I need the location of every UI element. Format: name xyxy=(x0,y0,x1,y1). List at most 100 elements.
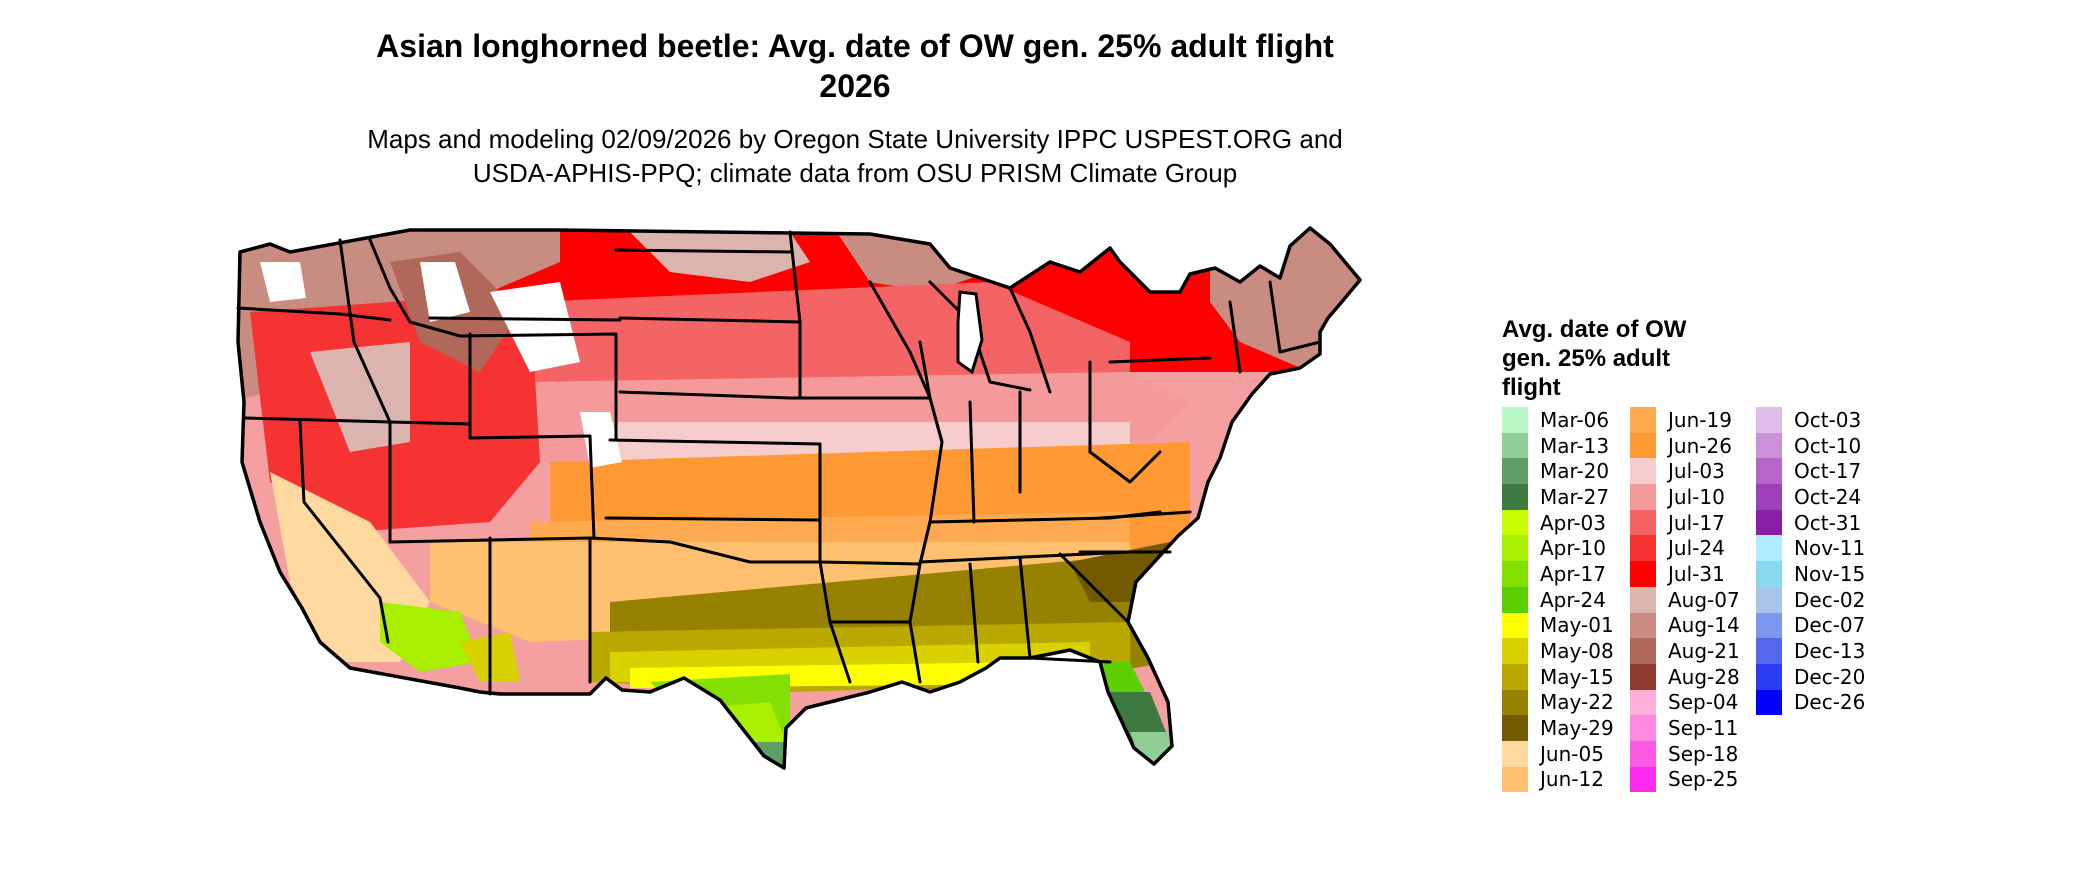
legend-label: Dec-26 xyxy=(1794,690,1866,715)
legend-item: May-01 xyxy=(1502,612,1614,639)
legend-item: Nov-15 xyxy=(1756,561,1865,587)
boundary-ga-sc xyxy=(1058,552,1130,624)
legend-title-line-1: Avg. date of OW xyxy=(1502,316,1687,343)
legend-item: Jun-05 xyxy=(1502,740,1614,767)
legend-item: May-15 xyxy=(1502,663,1614,690)
zone-high-elevation-1 xyxy=(490,282,580,372)
legend-label: Aug-21 xyxy=(1668,639,1740,664)
legend-swatch xyxy=(1630,458,1656,485)
legend-swatch xyxy=(1630,766,1656,793)
legend-label: Oct-17 xyxy=(1794,459,1862,484)
legend-item: Dec-26 xyxy=(1756,689,1866,716)
legend-item: Jun-26 xyxy=(1630,432,1740,459)
legend-item: Sep-18 xyxy=(1630,740,1740,767)
legend-label: Jul-03 xyxy=(1668,459,1725,484)
legend-label: Dec-20 xyxy=(1794,664,1866,689)
map-subtitle: Maps and modeling 02/09/2026 by Oregon S… xyxy=(200,122,1510,190)
legend-label: Mar-27 xyxy=(1540,484,1610,509)
legend-swatch xyxy=(1630,638,1656,664)
legend-swatch xyxy=(1502,432,1528,459)
boundary-michigan-lake xyxy=(928,280,1032,392)
legend-label: Mar-13 xyxy=(1540,433,1610,458)
legend-label: Jun-12 xyxy=(1540,767,1604,792)
legend-item: Mar-27 xyxy=(1502,484,1614,510)
us-phenology-map xyxy=(236,226,1362,770)
legend-item: Mar-06 xyxy=(1502,407,1614,433)
legend-item: Dec-07 xyxy=(1756,612,1865,639)
legend-label: May-15 xyxy=(1540,664,1614,689)
legend-item: Sep-04 xyxy=(1630,689,1740,716)
legend-swatch xyxy=(1502,740,1528,767)
boundary-wyoming xyxy=(458,332,618,442)
legend-swatch xyxy=(1630,689,1656,716)
boundary-wa-or xyxy=(236,306,392,322)
map-title: Asian longhorned beetle: Avg. date of OW… xyxy=(200,26,1510,106)
legend-label: Oct-24 xyxy=(1794,484,1862,509)
legend-item: Aug-28 xyxy=(1630,663,1740,690)
legend-label: May-22 xyxy=(1540,690,1614,715)
legend-title-line-2: gen. 25% adult xyxy=(1502,345,1671,372)
legend-label: Sep-11 xyxy=(1668,716,1739,741)
legend-item: Jun-12 xyxy=(1502,766,1614,793)
legend-item: Jul-17 xyxy=(1630,509,1740,536)
legend-label: Oct-03 xyxy=(1794,407,1862,432)
legend-swatch xyxy=(1756,407,1782,433)
legend-item: May-08 xyxy=(1502,638,1614,664)
zone-aug-07-plains xyxy=(630,232,810,282)
legend-item: Oct-24 xyxy=(1756,484,1865,510)
legend-swatch xyxy=(1630,561,1656,587)
boundary-nebraska-kansas xyxy=(608,438,822,446)
legend-item: Dec-20 xyxy=(1756,663,1866,690)
legend-swatch xyxy=(1502,509,1528,536)
title-line-2: 2026 xyxy=(819,68,891,104)
boundary-illinois-indiana xyxy=(968,400,976,524)
legend-item: Dec-02 xyxy=(1756,586,1866,613)
legend-swatch xyxy=(1756,638,1782,664)
boundary-idaho-montana xyxy=(368,238,462,338)
legend-label: Apr-10 xyxy=(1540,536,1606,561)
lake-michigan xyxy=(956,290,984,375)
legend-item: Nov-11 xyxy=(1756,535,1866,562)
zone-aug-07-nevada xyxy=(310,342,410,452)
legend-label: May-01 xyxy=(1540,613,1614,638)
legend-item: Aug-07 xyxy=(1630,586,1740,613)
legend-item: Jul-31 xyxy=(1630,561,1740,587)
legend-swatch xyxy=(1630,740,1656,767)
legend-swatch xyxy=(1502,689,1528,716)
legend-item: May-22 xyxy=(1502,689,1614,716)
legend-item: Dec-13 xyxy=(1756,638,1865,664)
boundary-pa-ny xyxy=(1108,356,1212,364)
legend-label: Apr-03 xyxy=(1540,510,1606,535)
legend-swatch xyxy=(1502,561,1528,587)
legend-item: Jul-03 xyxy=(1630,458,1740,485)
legend-label: Mar-20 xyxy=(1540,459,1610,484)
legend-swatch xyxy=(1502,638,1528,664)
legend-item: Jul-24 xyxy=(1630,535,1740,562)
legend-label: Nov-11 xyxy=(1794,536,1866,561)
legend-column-2: Jun-19 Jun-26 Jul-03 Jul-10 Jul-17 Jul-24 Jul-… xyxy=(1630,407,1740,793)
legend-swatch xyxy=(1756,689,1782,716)
legend-label: Jul-24 xyxy=(1668,536,1725,561)
legend-label: Jul-10 xyxy=(1668,484,1725,509)
legend-swatch xyxy=(1630,509,1656,536)
boundary-al-ga xyxy=(1018,556,1032,660)
boundary-ga-fl xyxy=(1028,656,1112,664)
legend-title-line-3: flight xyxy=(1502,374,1561,401)
legend-swatch xyxy=(1630,612,1656,639)
legend-label: Sep-18 xyxy=(1668,741,1739,766)
legend-item: Aug-14 xyxy=(1630,612,1740,639)
legend-label: Dec-02 xyxy=(1794,587,1866,612)
legend-column-3: Oct-03 Oct-10 Oct-17 Oct-24 Oct-31 Nov-11 Nov-… xyxy=(1756,407,1866,716)
legend-swatch xyxy=(1502,535,1528,562)
legend-label: Jun-05 xyxy=(1540,741,1604,766)
legend-label: May-29 xyxy=(1540,716,1614,741)
title-line-1: Asian longhorned beetle: Avg. date of OW… xyxy=(376,28,1334,64)
boundary-dakotas xyxy=(614,248,792,254)
zone-mar-13-florida-tip xyxy=(1130,732,1174,762)
legend-item: Jul-10 xyxy=(1630,484,1740,510)
legend-swatch xyxy=(1502,586,1528,613)
zone-apr-10-arizona xyxy=(380,602,480,672)
legend-label: Sep-25 xyxy=(1668,767,1739,792)
legend-label: Nov-15 xyxy=(1794,561,1866,586)
legend-swatch xyxy=(1756,484,1782,510)
